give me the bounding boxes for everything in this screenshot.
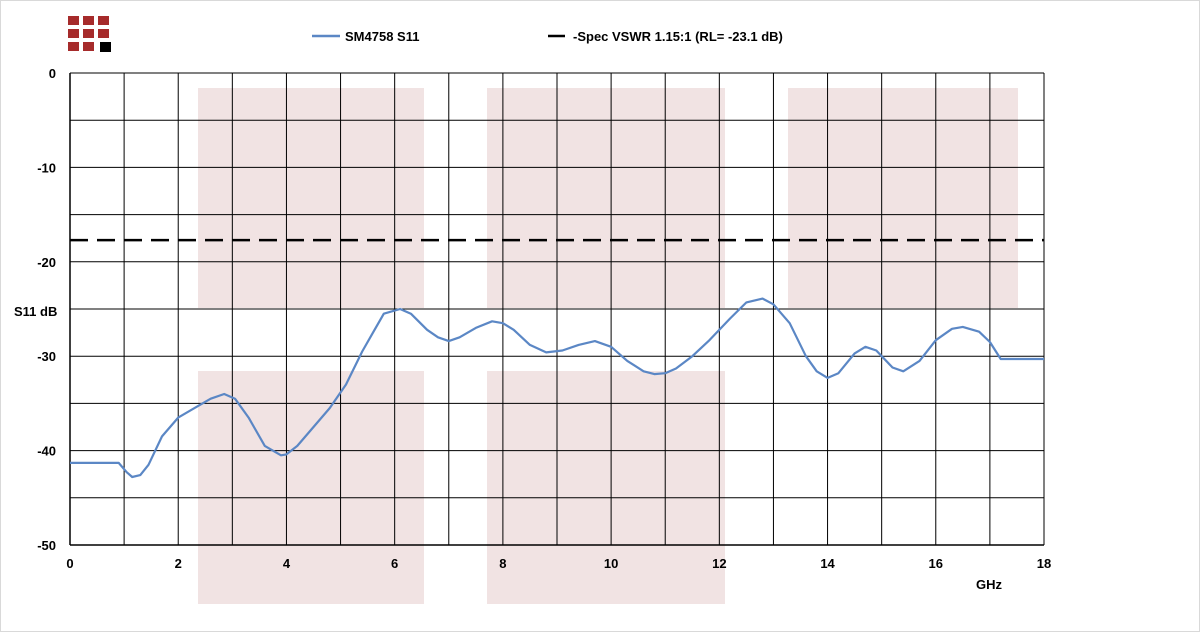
x-tick-label: 4 <box>283 556 291 571</box>
x-tick-label: 12 <box>712 556 726 571</box>
y-axis-label: S11 dB <box>14 304 57 319</box>
x-axis-label: GHz <box>976 577 1003 592</box>
legend: SM4758 S11 -Spec VSWR 1.15:1 (RL= -23.1 … <box>312 29 783 44</box>
y-tick-label: -20 <box>37 255 56 270</box>
x-tick-label: 18 <box>1037 556 1051 571</box>
x-tick-label: 2 <box>175 556 182 571</box>
x-tick-label: 6 <box>391 556 398 571</box>
series-line-sm4758 <box>70 297 1044 479</box>
y-tick-label: -40 <box>37 444 56 459</box>
series-lines <box>70 238 1044 479</box>
watermark-panel <box>487 88 725 308</box>
watermark-panel <box>487 371 725 604</box>
legend-label-spec: -Spec VSWR 1.15:1 (RL= -23.1 dB) <box>573 29 783 44</box>
watermark-panel <box>198 88 424 308</box>
watermark-panel <box>788 88 1018 308</box>
axis-tick-labels: 0 2 4 6 8 10 12 14 16 18 0 -10 -20 -30 -40 -50 <box>37 66 1051 571</box>
watermark-panel <box>198 371 424 604</box>
red-grid-logo-icon <box>68 16 111 52</box>
x-tick-label: 10 <box>604 556 618 571</box>
plot-grid <box>69 72 1045 546</box>
y-tick-label: -10 <box>37 160 56 175</box>
legend-label-sm4758: SM4758 S11 <box>345 29 419 44</box>
x-tick-label: 16 <box>929 556 943 571</box>
y-tick-label: 0 <box>49 66 56 81</box>
x-tick-label: 14 <box>820 556 835 571</box>
y-tick-label: -30 <box>37 349 56 364</box>
x-tick-label: 8 <box>499 556 506 571</box>
watermark-panels <box>198 88 1018 604</box>
x-tick-label: 0 <box>66 556 73 571</box>
y-tick-label: -50 <box>37 538 56 553</box>
